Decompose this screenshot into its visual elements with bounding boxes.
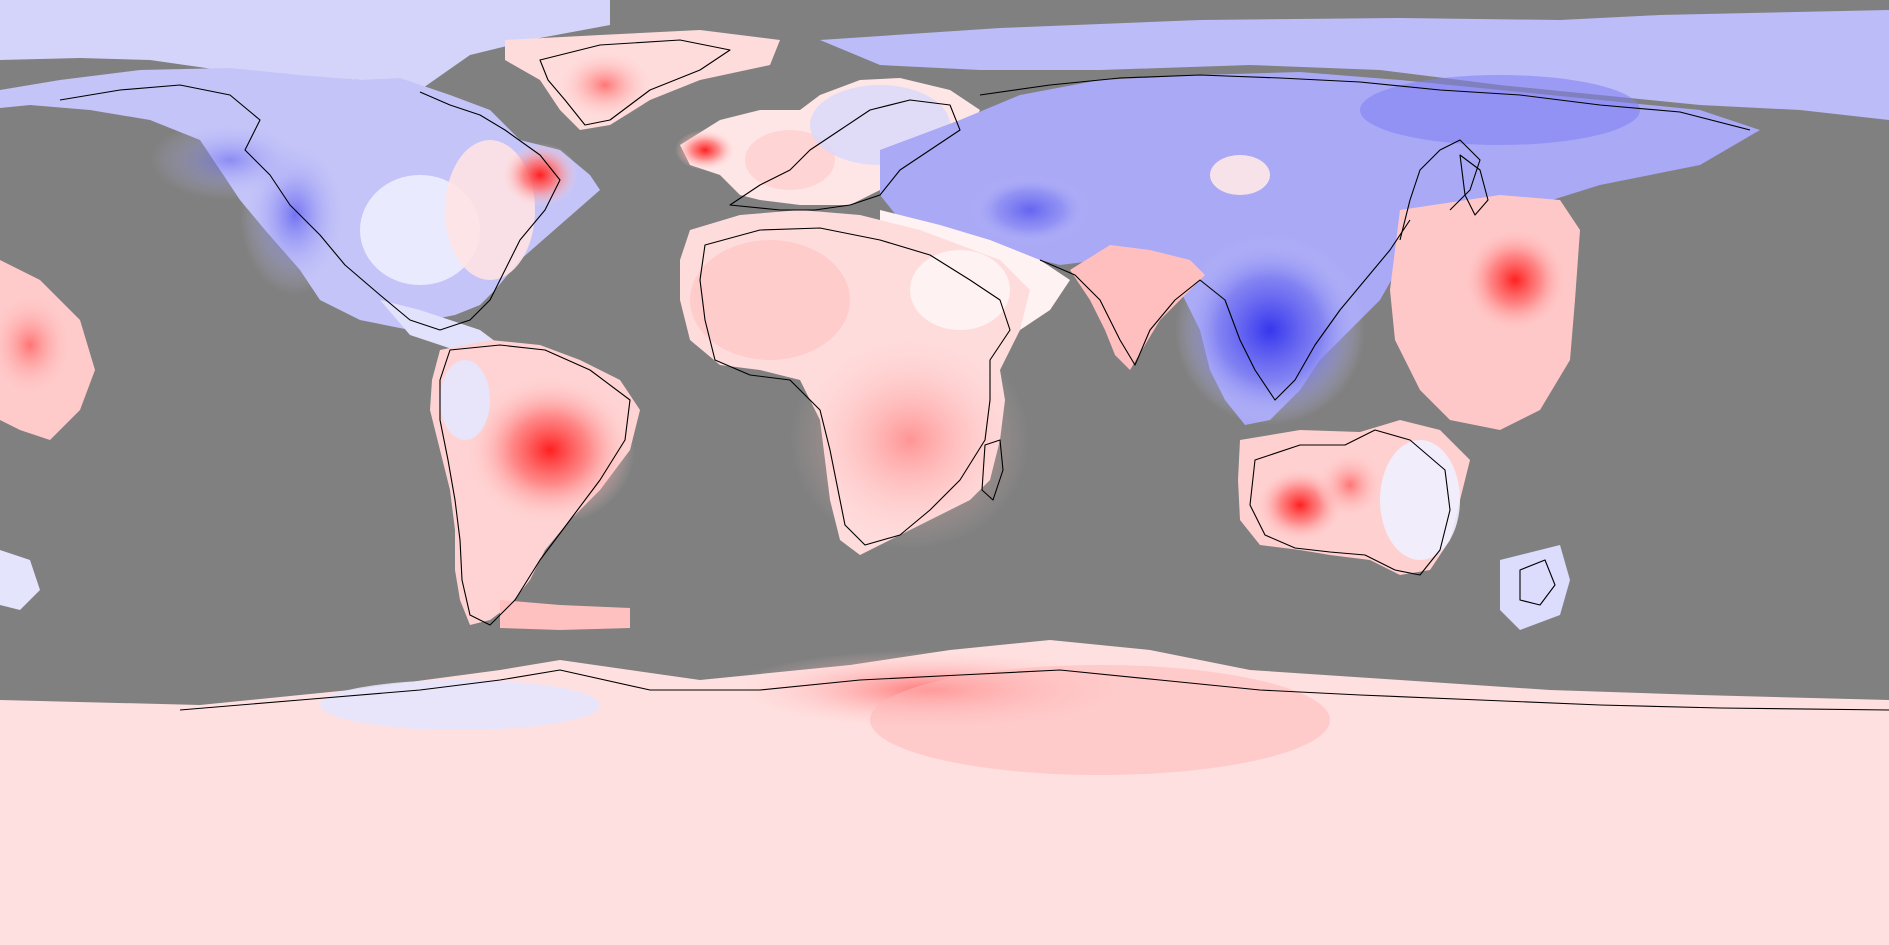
west-antarctica-neutral	[320, 680, 600, 730]
patagonia-shelf-warm	[500, 600, 630, 630]
central-asia-cold-anomaly	[970, 175, 1090, 245]
mongolia-mild-warm	[1210, 155, 1270, 195]
coastline-europe	[729, 99, 961, 211]
coastline-antarctica	[179, 669, 1889, 711]
coastline-asia-north	[979, 74, 1751, 131]
southeast-asia-cold-anomaly	[1175, 235, 1365, 425]
arctic-band-east	[820, 10, 1889, 120]
central-pacific-warm-anomaly	[0, 290, 75, 400]
siberia-cold-band	[1360, 75, 1640, 145]
coastline-australia	[1249, 429, 1451, 576]
coastline-africa	[699, 227, 1011, 546]
arctic-band-west	[0, 0, 610, 90]
new-zealand-region	[1500, 545, 1570, 630]
asia-region	[880, 72, 1760, 425]
ross-sea-warm	[870, 665, 1330, 775]
south-pacific-patch	[0, 550, 40, 610]
alaska-cold-anomaly	[150, 120, 310, 200]
central-australia-warm	[1315, 450, 1385, 520]
andes-north-neutral	[440, 360, 490, 440]
newfoundland-warm-anomaly	[502, 143, 578, 207]
coastline-south-america	[439, 344, 631, 626]
coastline-madagascar	[981, 439, 1004, 501]
coastline-greenland	[539, 39, 731, 126]
coastline-japan	[1459, 154, 1489, 216]
eastern-australia-neutral	[1380, 440, 1460, 560]
southern-africa-warm-anomaly	[790, 330, 1030, 550]
coastlines	[59, 39, 1889, 711]
coastline-north-america	[59, 84, 561, 331]
west-africa-warm	[690, 240, 850, 360]
northeast-africa-neutral	[910, 250, 1010, 330]
central-america-region	[380, 300, 500, 355]
west-pacific-warm-anomaly	[1460, 225, 1570, 335]
amazon-brazil-warm-anomaly	[465, 375, 635, 525]
india-region	[1070, 245, 1205, 370]
coastline-new-zealand	[1519, 559, 1556, 606]
coastline-asia-south	[1039, 219, 1411, 401]
iberia-west-warm-anomaly	[675, 130, 735, 170]
british-isles-warm	[745, 130, 835, 190]
greenland-warm-anomaly	[557, 50, 653, 120]
coastline-east-asia	[1399, 139, 1481, 241]
